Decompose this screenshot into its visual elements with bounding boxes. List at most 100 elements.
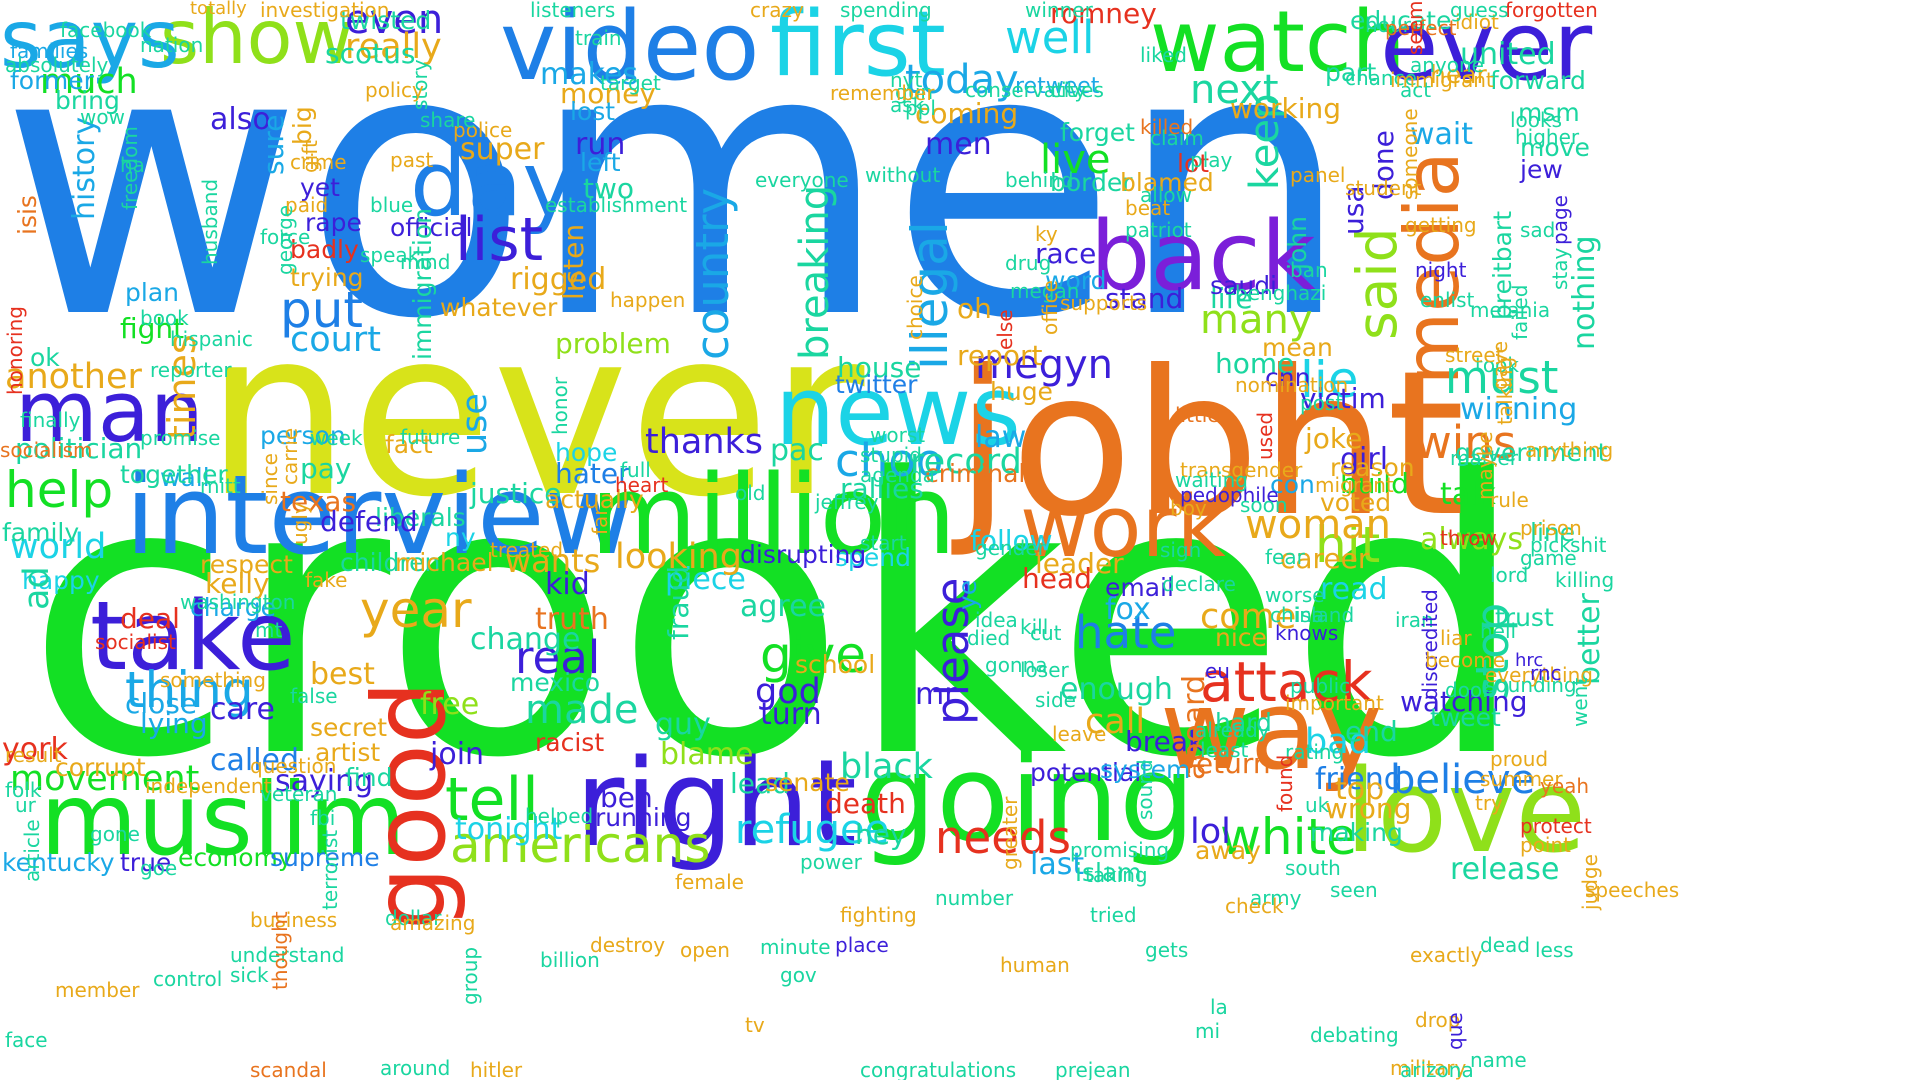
cloud-word: crime: [290, 150, 347, 174]
cloud-word: establishment: [545, 193, 688, 217]
cloud-word: open: [680, 938, 730, 962]
cloud-word: washington: [180, 590, 296, 614]
cloud-word: getting: [1405, 213, 1477, 237]
cloud-word: ok: [30, 343, 60, 372]
cloud-word: join: [430, 737, 485, 772]
cloud-word: something: [160, 668, 266, 692]
cloud-word: run: [575, 127, 626, 162]
cloud-word: act: [1400, 78, 1432, 102]
cloud-word: senate: [765, 768, 850, 797]
cloud-word: house: [837, 351, 922, 384]
cloud-word: nothing: [1567, 235, 1602, 350]
cloud-word: well: [1005, 11, 1095, 64]
cloud-word: guess: [1450, 0, 1509, 22]
cloud-word: rule: [1490, 488, 1529, 512]
cloud-word: record: [910, 442, 1022, 482]
cloud-word: disrupting: [740, 540, 867, 569]
cloud-word: boy: [1170, 496, 1207, 520]
cloud-word: share: [420, 108, 476, 132]
cloud-word: muslim: [40, 761, 406, 878]
cloud-word: student: [1345, 176, 1422, 200]
cloud-word: freedom: [118, 126, 142, 210]
cloud-word: question: [250, 754, 337, 778]
cloud-word: power: [800, 850, 862, 874]
cloud-word: office: [1038, 280, 1062, 335]
cloud-word: treated: [490, 538, 564, 562]
cloud-word: ha: [120, 153, 145, 177]
cloud-word: iran: [1395, 608, 1434, 632]
cloud-word: victim: [1300, 382, 1386, 415]
cloud-word: happen: [610, 288, 686, 312]
cloud-word: racist: [535, 728, 605, 757]
cloud-word: politician: [15, 432, 143, 465]
cloud-word: killing: [1555, 568, 1615, 592]
cloud-word: rating: [1285, 740, 1345, 764]
cloud-word: south: [1285, 856, 1341, 880]
cloud-word: winner: [1025, 0, 1093, 22]
cloud-word: back: [1090, 202, 1316, 312]
cloud-word: dead: [1480, 933, 1530, 957]
cloud-word: call: [1085, 702, 1146, 742]
cloud-word: oh: [957, 292, 992, 325]
cloud-word: ur: [15, 793, 36, 817]
cloud-word: book: [140, 306, 189, 330]
cloud-word: speeches: [1585, 878, 1680, 902]
cloud-word: email: [1105, 573, 1174, 602]
cloud-word: shit: [1570, 533, 1607, 557]
cloud-word: nice: [1215, 623, 1267, 652]
cloud-word: msm: [1518, 98, 1580, 127]
cloud-word: yet: [300, 173, 340, 202]
cloud-word: women: [0, 0, 1352, 400]
cloud-word: former: [10, 66, 94, 95]
cloud-word: rape: [305, 208, 362, 237]
cloud-word: choo: [835, 434, 944, 487]
cloud-word: build: [1340, 467, 1409, 500]
cloud-word: heart: [615, 473, 669, 497]
cloud-word: hell: [1480, 619, 1517, 643]
cloud-word: used: [1253, 411, 1277, 460]
cloud-word: rallies: [840, 472, 924, 505]
cloud-word: school: [795, 650, 876, 679]
cloud-word: change: [470, 622, 581, 657]
cloud-word: forgotten: [1505, 0, 1598, 22]
cloud-word: target: [600, 71, 661, 95]
cloud-word: truth: [535, 602, 609, 637]
cloud-word: even: [345, 0, 444, 43]
cloud-word: everyone: [755, 168, 849, 192]
cloud-word: stay: [1548, 247, 1572, 290]
cloud-word: greater: [998, 796, 1022, 870]
cloud-word: public: [1290, 674, 1351, 698]
cloud-word: city: [1050, 78, 1087, 102]
cloud-word: justice: [470, 477, 562, 510]
cloud-word: debating: [1310, 1023, 1399, 1047]
cloud-word: kentucky: [2, 848, 115, 877]
cloud-word: show: [160, 0, 354, 81]
cloud-word: behind: [1005, 168, 1074, 192]
cloud-word: nation: [140, 33, 204, 57]
cloud-word: megan: [1010, 279, 1080, 303]
cloud-word: mexico: [510, 668, 601, 697]
cloud-word: claim: [1150, 126, 1204, 150]
cloud-word: idea: [975, 608, 1018, 632]
cloud-word: list: [455, 205, 544, 275]
cloud-word: husband: [198, 178, 222, 265]
cloud-word: plan: [125, 278, 179, 307]
cloud-word: enlist: [1420, 288, 1475, 312]
cloud-word: hour: [1365, 13, 1411, 37]
cloud-word: absolutely: [5, 53, 109, 77]
cloud-word: investigation: [260, 0, 390, 22]
cloud-word: hard: [1215, 708, 1272, 737]
cloud-word: reason: [1330, 453, 1415, 482]
cloud-word: word: [1045, 266, 1107, 295]
cloud-word: fighting: [840, 903, 917, 927]
cloud-word: whatever: [440, 293, 558, 322]
cloud-word: went: [1568, 677, 1592, 727]
cloud-word: love: [1345, 745, 1587, 879]
cloud-word: agree: [740, 589, 827, 624]
cloud-word: stand: [1105, 282, 1184, 315]
cloud-word: billion: [540, 948, 600, 972]
cloud-word: top: [1335, 772, 1385, 807]
cloud-word: result: [5, 743, 62, 767]
cloud-word: world: [10, 527, 107, 567]
